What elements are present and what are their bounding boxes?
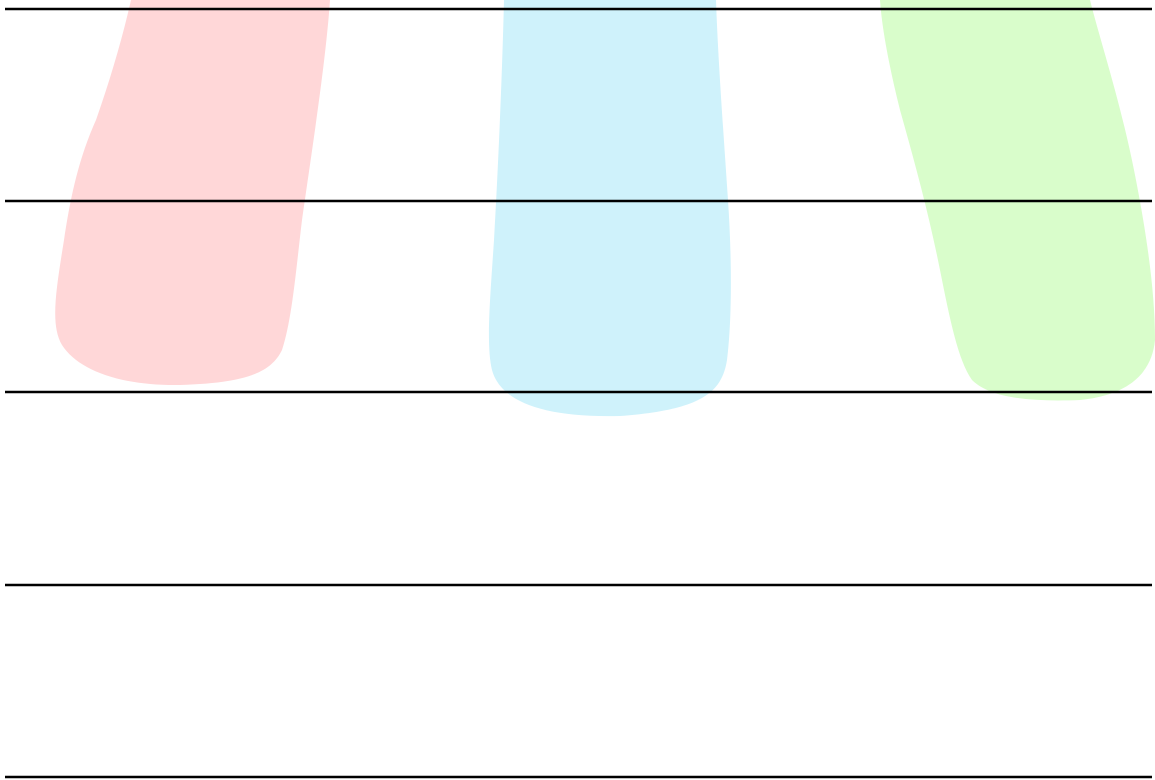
blue-stripe (488, 0, 731, 417)
red-stripe (55, 0, 330, 386)
